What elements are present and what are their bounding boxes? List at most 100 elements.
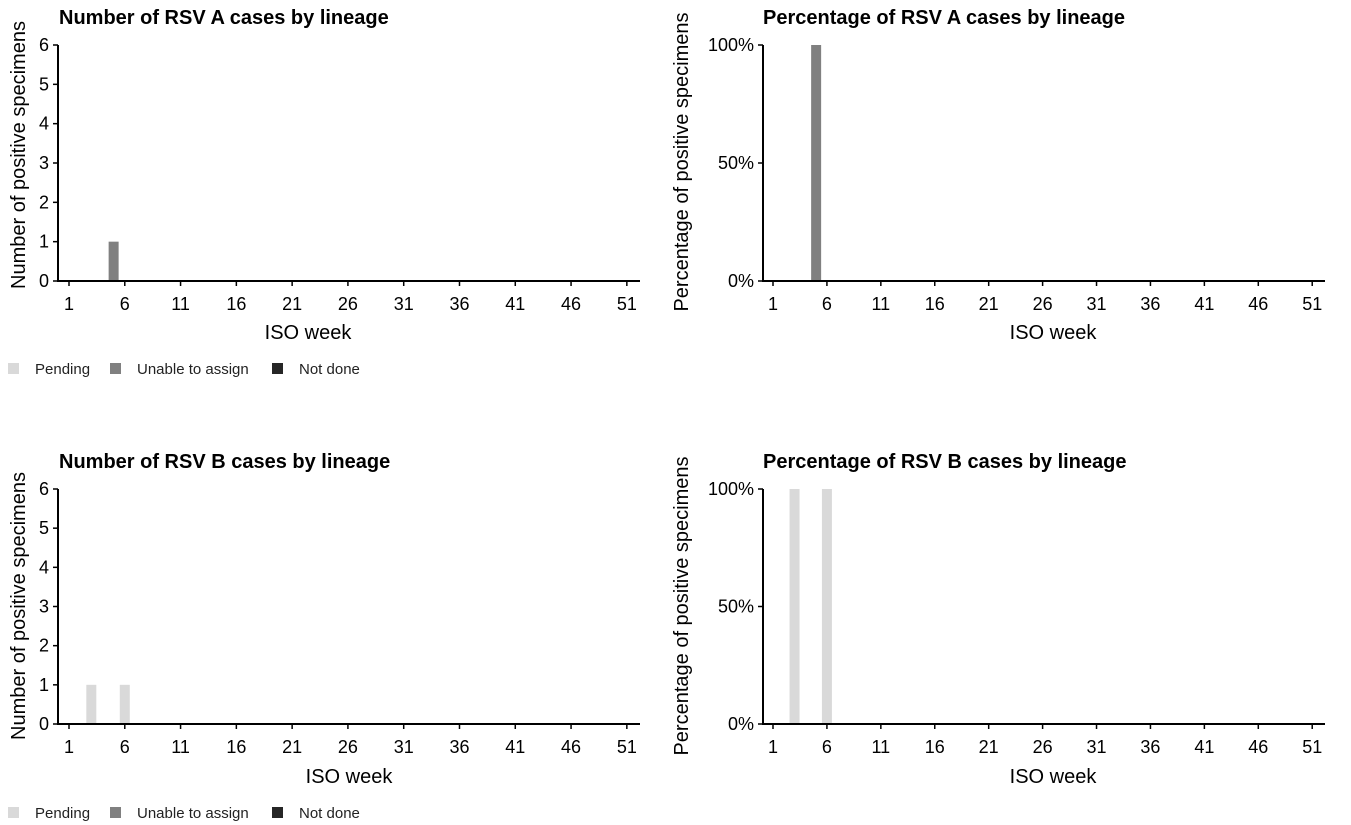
x-tick-label: 11 — [171, 294, 190, 314]
bar — [119, 684, 130, 724]
y-tick-label: 3 — [39, 597, 49, 617]
y-tick-label: 2 — [39, 636, 49, 656]
legend-label-not-done: Not done — [299, 361, 360, 378]
y-axis-label: Percentage of positive specimens — [671, 12, 693, 311]
x-tick-label: 6 — [822, 294, 832, 314]
bar — [789, 489, 800, 724]
x-tick-label: 36 — [1140, 737, 1160, 757]
bar — [811, 45, 822, 281]
x-tick-label: 51 — [1302, 294, 1322, 314]
y-tick-label: 50% — [718, 153, 754, 173]
x-tick-label: 41 — [505, 294, 525, 314]
x-tick-label: 11 — [871, 737, 890, 757]
x-tick-label: 6 — [822, 737, 832, 757]
x-tick-label: 16 — [925, 294, 945, 314]
bar — [86, 684, 97, 724]
x-tick-label: 36 — [1140, 294, 1160, 314]
x-axis-label: ISO week — [1010, 322, 1098, 344]
x-tick-label: 31 — [394, 294, 414, 314]
chart-rsv-b-percent: Percentage of RSV B cases by lineage ISO… — [671, 451, 1325, 788]
x-tick-label: 46 — [561, 737, 581, 757]
chart-title: Number of RSV A cases by lineage — [59, 7, 389, 29]
legend-swatch-not-done — [272, 363, 283, 374]
bar — [108, 241, 119, 281]
legend-label-not-done: Not done — [299, 805, 360, 822]
y-tick-label: 0% — [728, 271, 754, 291]
x-tick-label: 26 — [1033, 737, 1053, 757]
x-tick-label: 31 — [394, 737, 414, 757]
x-tick-label: 16 — [226, 294, 246, 314]
x-tick-label: 16 — [925, 737, 945, 757]
x-axis-label: ISO week — [265, 322, 353, 344]
legend: Pending Unable to assign Not done — [8, 361, 360, 378]
y-tick-label: 1 — [39, 675, 49, 695]
y-tick-label: 5 — [39, 74, 49, 94]
legend-swatch-pending — [8, 807, 19, 818]
x-tick-label: 41 — [1194, 737, 1214, 757]
chart-rsv-a-percent: Percentage of RSV A cases by lineage ISO… — [671, 7, 1325, 344]
x-tick-label: 51 — [617, 294, 637, 314]
bar — [821, 489, 832, 724]
x-tick-label: 21 — [282, 294, 302, 314]
x-tick-label: 21 — [979, 294, 999, 314]
legend-swatch-pending — [8, 363, 19, 374]
legend-swatch-unable-to-assign — [110, 363, 121, 374]
y-tick-label: 2 — [39, 192, 49, 212]
x-tick-label: 1 — [64, 737, 74, 757]
chart-title: Number of RSV B cases by lineage — [59, 451, 390, 473]
y-tick-label: 4 — [39, 557, 49, 577]
plot-area: 0%50%100%1 6 11 16 21 26 31 36 41 46 51 — [708, 35, 1325, 314]
x-tick-label: 1 — [64, 294, 74, 314]
y-tick-label: 6 — [39, 35, 49, 55]
x-tick-label: 11 — [871, 294, 890, 314]
x-tick-label: 36 — [449, 737, 469, 757]
chart-title: Percentage of RSV A cases by lineage — [763, 7, 1125, 29]
x-tick-label: 46 — [1248, 737, 1268, 757]
x-tick-label: 26 — [338, 294, 358, 314]
legend-label-unable-to-assign: Unable to assign — [137, 805, 249, 822]
x-tick-label: 51 — [1302, 737, 1322, 757]
x-tick-label: 51 — [617, 737, 637, 757]
y-tick-label: 0 — [39, 271, 49, 291]
y-axis-label: Number of positive specimens — [8, 21, 30, 289]
legend: Pending Unable to assign Not done — [8, 805, 360, 822]
legend-label-unable-to-assign: Unable to assign — [137, 361, 249, 378]
x-tick-label: 6 — [120, 737, 130, 757]
plot-area: 0%50%100%1 6 11 16 21 26 31 36 41 46 51 — [708, 479, 1325, 757]
legend-label-pending: Pending — [35, 805, 90, 822]
x-tick-label: 41 — [505, 737, 525, 757]
x-tick-label: 26 — [1033, 294, 1053, 314]
y-axis-label: Percentage of positive specimens — [671, 456, 693, 755]
x-tick-label: 11 — [171, 737, 190, 757]
x-tick-label: 31 — [1087, 737, 1107, 757]
x-tick-label: 1 — [768, 294, 778, 314]
chart-rsv-a-count: Number of RSV A cases by lineage ISO wee… — [8, 7, 640, 378]
x-tick-label: 41 — [1194, 294, 1214, 314]
legend-swatch-not-done — [272, 807, 283, 818]
y-tick-label: 0% — [728, 714, 754, 734]
x-axis-label: ISO week — [306, 766, 394, 788]
x-tick-label: 26 — [338, 737, 358, 757]
x-tick-label: 31 — [1087, 294, 1107, 314]
y-tick-label: 3 — [39, 153, 49, 173]
x-tick-label: 36 — [449, 294, 469, 314]
y-tick-label: 5 — [39, 518, 49, 538]
chart-title: Percentage of RSV B cases by lineage — [763, 451, 1127, 473]
y-axis-label: Number of positive specimens — [8, 472, 30, 740]
y-tick-label: 100% — [708, 35, 754, 55]
x-tick-label: 16 — [226, 737, 246, 757]
y-tick-label: 1 — [39, 232, 49, 252]
chart-rsv-b-count: Number of RSV B cases by lineage ISO wee… — [8, 451, 640, 822]
y-tick-label: 100% — [708, 479, 754, 499]
y-tick-label: 50% — [718, 597, 754, 617]
y-tick-label: 6 — [39, 479, 49, 499]
y-tick-label: 0 — [39, 714, 49, 734]
x-axis-label: ISO week — [1010, 766, 1098, 788]
x-tick-label: 46 — [561, 294, 581, 314]
x-tick-label: 21 — [282, 737, 302, 757]
x-tick-label: 1 — [768, 737, 778, 757]
legend-swatch-unable-to-assign — [110, 807, 121, 818]
